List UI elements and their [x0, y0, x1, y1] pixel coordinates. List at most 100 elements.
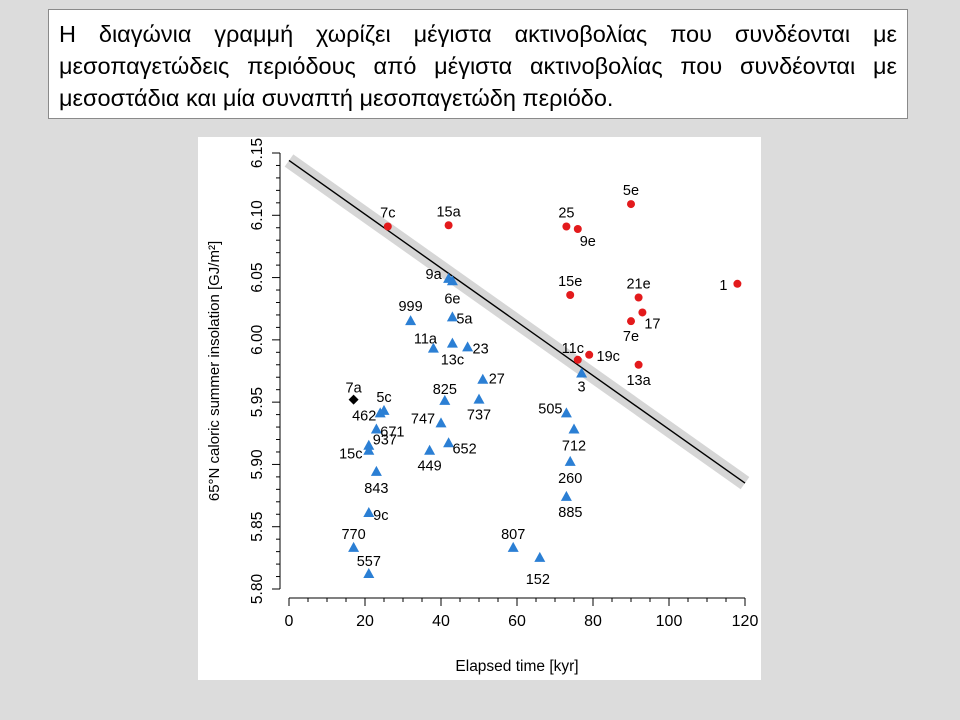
data-point-843	[370, 465, 382, 476]
data-point-737	[473, 393, 485, 404]
point-label-5a: 5a	[456, 311, 473, 327]
data-point-6e	[446, 275, 458, 286]
point-label-825: 825	[433, 382, 457, 398]
point-label-11c: 11c	[562, 341, 584, 357]
point-label-747: 747	[411, 411, 435, 427]
point-label-9c: 9c	[373, 508, 388, 524]
data-point-15e	[566, 291, 575, 300]
point-label-937: 937	[373, 433, 397, 449]
data-point-21e	[634, 293, 643, 302]
data-point-7c	[383, 222, 392, 231]
y-tick-label: 5.85	[249, 512, 266, 542]
point-label-7c: 7c	[380, 205, 395, 221]
data-point-807	[507, 541, 519, 552]
data-point-13a	[634, 360, 643, 369]
separator-line	[288, 159, 746, 484]
point-label-15a: 15a	[436, 204, 461, 220]
point-label-885: 885	[558, 505, 582, 521]
y-axis-title: 65°N caloric summer insolation [GJ/m²]	[206, 241, 223, 501]
point-label-23: 23	[473, 341, 489, 357]
data-point-747	[435, 417, 447, 428]
data-point-13c	[446, 337, 458, 348]
data-point-23	[462, 341, 474, 352]
point-label-770: 770	[341, 527, 365, 543]
data-point-19c	[585, 350, 594, 359]
point-label-13c: 13c	[441, 353, 464, 369]
x-tick-label: 20	[356, 613, 374, 630]
point-label-15c: 15c	[339, 447, 362, 463]
x-tick-label: 120	[732, 613, 759, 630]
caption-text: Η διαγώνια γραμμή χωρίζει μέγιστα ακτινο…	[59, 21, 897, 111]
point-label-13a: 13a	[626, 373, 651, 389]
data-point-505	[560, 407, 572, 418]
point-label-9a: 9a	[426, 267, 443, 283]
chart-panel: 0 20 40 60 80 100 120 5.80 5.85 5.90 5.95 6.00 6.05 6…	[198, 137, 761, 680]
y-tick-label: 6.00	[249, 324, 266, 355]
point-label-7e: 7e	[623, 329, 639, 345]
caption-box: Η διαγώνια γραμμή χωρίζει μέγιστα ακτινο…	[48, 9, 908, 119]
point-label-5e: 5e	[623, 183, 639, 199]
data-point-152	[534, 551, 546, 562]
data-point-3	[576, 367, 588, 378]
data-point-825	[439, 394, 451, 405]
point-label-462: 462	[352, 408, 376, 424]
point-label-807: 807	[501, 527, 525, 543]
point-label-9e: 9e	[580, 234, 596, 250]
point-label-7a: 7a	[346, 381, 363, 397]
y-tick-label: 5.95	[249, 387, 266, 417]
data-point-11a	[427, 342, 439, 353]
point-label-11a: 11a	[414, 332, 438, 348]
data-point-7e	[627, 317, 635, 326]
point-label-17: 17	[644, 316, 660, 332]
x-tick-label: 40	[432, 613, 450, 630]
data-point-449	[424, 444, 436, 455]
point-label-737: 737	[467, 408, 491, 424]
data-point-770	[348, 541, 360, 552]
data-point-7a	[348, 394, 359, 405]
data-point-885	[560, 490, 572, 501]
data-point-557	[363, 568, 375, 579]
point-label-652: 652	[452, 441, 476, 457]
y-tick-label: 5.90	[249, 449, 266, 480]
data-point-260	[564, 455, 576, 466]
y-tick-label: 6.15	[249, 138, 266, 168]
data-point-712	[568, 423, 580, 434]
data-point-5e	[627, 200, 635, 209]
point-label-27: 27	[489, 372, 505, 388]
point-label-21e: 21e	[626, 277, 650, 293]
data-point-671	[370, 423, 382, 434]
point-label-6e: 6e	[444, 291, 460, 307]
x-tick-label: 80	[584, 613, 602, 630]
point-label-1: 1	[719, 278, 727, 294]
data-point-652	[443, 437, 455, 448]
point-label-25: 25	[558, 205, 574, 221]
point-label-712: 712	[562, 439, 586, 455]
y-tick-label: 5.80	[249, 574, 266, 605]
y-tick-label: 6.05	[249, 262, 266, 292]
point-label-3: 3	[578, 379, 586, 395]
data-point-15a	[444, 221, 453, 230]
point-label-152: 152	[526, 572, 550, 588]
data-point-462	[374, 407, 386, 418]
data-point-11c	[573, 355, 582, 364]
insolation-scatter-chart: 0 20 40 60 80 100 120 5.80 5.85 5.90 5.95 6.00 6.05 6…	[206, 138, 759, 675]
x-tick-label: 0	[285, 613, 294, 630]
data-point-25	[562, 222, 571, 231]
point-label-449: 449	[417, 459, 441, 475]
point-label-505: 505	[538, 401, 562, 417]
point-label-999: 999	[398, 299, 422, 315]
point-label-19c: 19c	[597, 349, 620, 365]
y-tick-label: 6.10	[249, 200, 266, 231]
data-point-15c	[363, 444, 375, 455]
point-label-843: 843	[364, 481, 388, 497]
point-label-557: 557	[357, 554, 381, 570]
point-label-5c: 5c	[376, 390, 391, 406]
point-label-260: 260	[558, 471, 582, 487]
data-point-1	[733, 279, 742, 288]
x-tick-label: 60	[508, 613, 526, 630]
x-tick-label: 100	[656, 613, 683, 630]
point-label-671: 671	[380, 425, 404, 441]
data-point-9e	[573, 224, 582, 233]
data-point-999	[405, 315, 417, 326]
data-point-27	[477, 373, 489, 384]
